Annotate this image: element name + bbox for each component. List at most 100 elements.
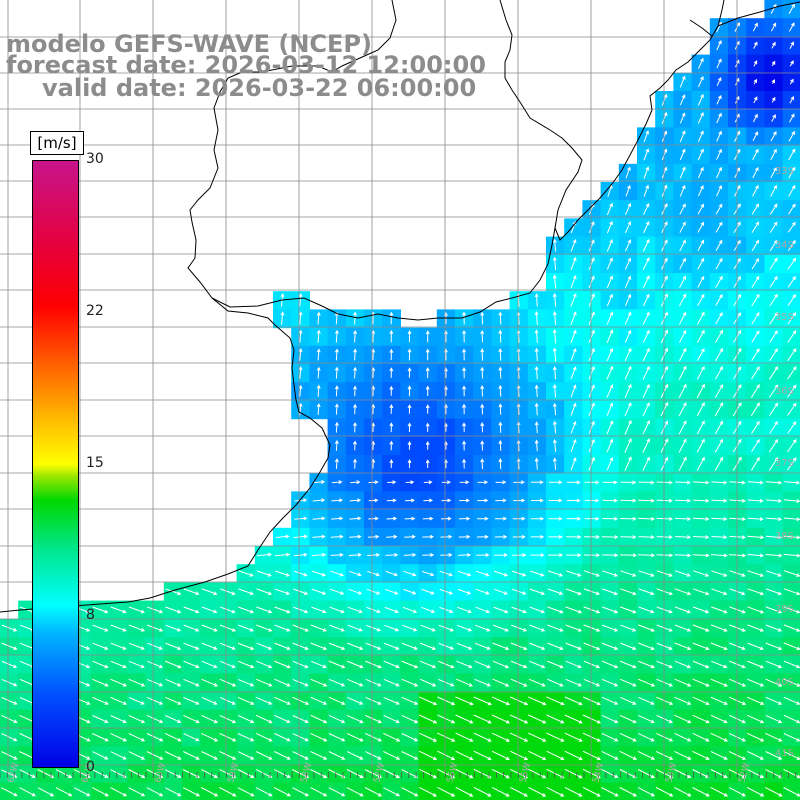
- wind-arrow: [715, 311, 723, 325]
- wind-arrow: [624, 293, 632, 307]
- wind-arrow: [165, 678, 182, 687]
- wind-arrow: [437, 660, 455, 669]
- wind-arrow: [534, 421, 539, 434]
- wind-arrow: [425, 367, 430, 379]
- wind-arrow: [588, 420, 595, 434]
- wind-arrow: [588, 456, 595, 471]
- wind-arrow: [548, 553, 564, 558]
- wind-arrow: [473, 786, 492, 797]
- wind-arrow: [566, 534, 582, 539]
- wind-arrow: [383, 696, 400, 705]
- wind-arrow: [588, 438, 595, 453]
- wind-arrow: [789, 95, 794, 104]
- wind-arrow: [219, 696, 236, 705]
- wind-arrow: [619, 606, 637, 614]
- wind-arrow: [364, 787, 383, 797]
- wind-arrow: [437, 696, 456, 706]
- wind-arrow: [110, 751, 127, 760]
- wind-arrow: [698, 75, 704, 88]
- wind-arrow: [183, 588, 200, 596]
- wind-arrow: [274, 552, 291, 557]
- wind-arrow: [310, 642, 328, 650]
- wind-arrow: [606, 257, 613, 270]
- wind-arrow: [674, 714, 692, 724]
- wind-arrow: [1, 696, 18, 705]
- wind-arrow: [55, 769, 73, 778]
- wind-arrow: [494, 534, 508, 539]
- wind-arrow: [552, 256, 557, 271]
- wind-arrow: [768, 438, 779, 453]
- wind-arrow: [624, 456, 632, 472]
- wind-arrow: [492, 624, 509, 632]
- wind-arrow: [330, 552, 344, 557]
- wind-arrow: [110, 624, 127, 632]
- wind-arrow: [528, 786, 547, 797]
- wind-arrow: [183, 660, 200, 669]
- wind-arrow: [747, 769, 765, 779]
- wind-arrow: [457, 588, 472, 595]
- wind-arrow: [183, 624, 200, 632]
- wind-arrow: [570, 275, 577, 289]
- wind-arrow: [418, 714, 438, 724]
- wind-arrow: [110, 696, 128, 705]
- wind-arrow: [765, 535, 783, 540]
- wind-arrow: [620, 516, 637, 521]
- wind-arrow: [624, 438, 632, 453]
- wind-arrow: [552, 420, 557, 434]
- wind-arrow: [692, 498, 710, 503]
- wind-arrow: [715, 275, 723, 288]
- wind-arrow: [462, 329, 467, 343]
- wind-arrow: [316, 384, 321, 397]
- wind-arrow: [619, 678, 637, 687]
- wind-arrow: [564, 768, 583, 779]
- wind-arrow: [751, 239, 760, 252]
- wind-arrow: [679, 94, 686, 106]
- wind-arrow: [365, 660, 382, 669]
- wind-arrow: [716, 40, 722, 51]
- wind-arrow: [237, 714, 255, 724]
- wind-arrow: [128, 787, 146, 797]
- wind-arrow: [789, 78, 794, 85]
- wind-arrow: [753, 96, 758, 104]
- wind-arrow: [606, 402, 614, 416]
- wind-arrow: [692, 535, 710, 540]
- wind-arrow: [692, 714, 710, 724]
- wind-arrow: [293, 552, 308, 557]
- wind-arrow: [715, 257, 723, 270]
- wind-arrow: [566, 516, 581, 521]
- wind-arrow: [292, 696, 310, 705]
- wind-arrow: [128, 769, 146, 779]
- wind-arrow: [511, 624, 528, 632]
- wind-arrow: [620, 624, 637, 632]
- wind-arrow: [602, 480, 618, 485]
- wind-arrow: [256, 624, 273, 632]
- wind-arrow: [516, 457, 521, 470]
- wind-arrow: [638, 606, 655, 614]
- wind-arrow: [237, 642, 255, 650]
- wind-arrow: [147, 606, 164, 614]
- wind-arrow: [237, 660, 255, 669]
- wind-arrow: [710, 642, 728, 651]
- wind-arrow: [201, 696, 218, 705]
- wind-arrow: [274, 660, 291, 669]
- wind-arrow: [219, 751, 237, 760]
- wind-arrow: [692, 678, 710, 687]
- wind-arrow: [747, 588, 765, 596]
- wind-arrow: [601, 678, 619, 687]
- wind-arrow: [769, 293, 778, 307]
- wind-arrow: [383, 769, 401, 779]
- wind-arrow: [528, 750, 547, 761]
- wind-arrow: [582, 732, 602, 742]
- lat-label: 34S: [774, 240, 794, 251]
- wind-arrow: [602, 624, 619, 632]
- wind-arrow: [334, 439, 339, 451]
- wind-arrow: [439, 606, 454, 614]
- wind-arrow: [238, 678, 255, 687]
- wind-arrow: [509, 750, 529, 761]
- wind-arrow: [92, 696, 109, 705]
- wind-arrow: [311, 552, 327, 557]
- wind-arrow: [419, 660, 437, 669]
- wind-arrow: [219, 732, 237, 742]
- wind-arrow: [292, 787, 310, 797]
